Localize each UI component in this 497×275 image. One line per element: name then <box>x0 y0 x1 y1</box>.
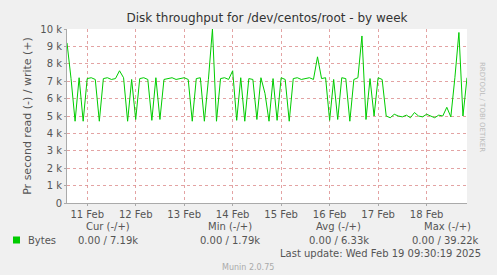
svg-text:17 Feb: 17 Feb <box>361 209 395 220</box>
svg-text:8 k: 8 k <box>47 58 63 69</box>
svg-text:Last update: Wed Feb 19 09:30:: Last update: Wed Feb 19 09:30:19 2025 <box>280 248 481 259</box>
svg-text:0.00 / 6.33k: 0.00 / 6.33k <box>309 235 369 246</box>
svg-text:12 Feb: 12 Feb <box>119 209 153 220</box>
svg-text:4 k: 4 k <box>47 128 63 139</box>
svg-text:16 Feb: 16 Feb <box>313 209 347 220</box>
svg-text:Min (-/+): Min (-/+) <box>208 221 252 232</box>
svg-text:0.00 / 1.79k: 0.00 / 1.79k <box>200 235 260 246</box>
svg-text:10 k: 10 k <box>40 24 62 35</box>
svg-text:11 Feb: 11 Feb <box>70 209 104 220</box>
svg-text:3 k: 3 k <box>47 145 63 156</box>
svg-text:Munin 2.0.75: Munin 2.0.75 <box>222 263 274 272</box>
svg-text:5 k: 5 k <box>47 111 63 122</box>
svg-text:0.00 / 39.22k: 0.00 / 39.22k <box>412 235 479 246</box>
svg-text:Avg (-/+): Avg (-/+) <box>316 221 361 232</box>
svg-text:7 k: 7 k <box>47 76 63 87</box>
svg-text:Disk throughput for /dev/cento: Disk throughput for /dev/centos/root - b… <box>127 11 408 25</box>
svg-text:18 Feb: 18 Feb <box>410 209 444 220</box>
svg-text:Max (-/+): Max (-/+) <box>424 221 471 232</box>
svg-text:15 Feb: 15 Feb <box>264 209 298 220</box>
svg-text:13 Feb: 13 Feb <box>167 209 201 220</box>
svg-text:1 k: 1 k <box>47 180 63 191</box>
svg-text:0: 0 <box>56 198 62 209</box>
svg-text:Cur (-/+): Cur (-/+) <box>86 221 130 232</box>
svg-text:9 k: 9 k <box>47 41 63 52</box>
svg-text:0.00 / 7.19k: 0.00 / 7.19k <box>78 235 138 246</box>
svg-text:14 Feb: 14 Feb <box>216 209 250 220</box>
svg-text:RRDTOOL / TOBI OETIKER: RRDTOOL / TOBI OETIKER <box>478 62 486 152</box>
svg-text:Bytes: Bytes <box>28 235 56 246</box>
svg-text:Pr second read (-) / write (+): Pr second read (-) / write (+) <box>21 37 34 195</box>
svg-text:2 k: 2 k <box>47 163 63 174</box>
svg-text:6 k: 6 k <box>47 93 63 104</box>
